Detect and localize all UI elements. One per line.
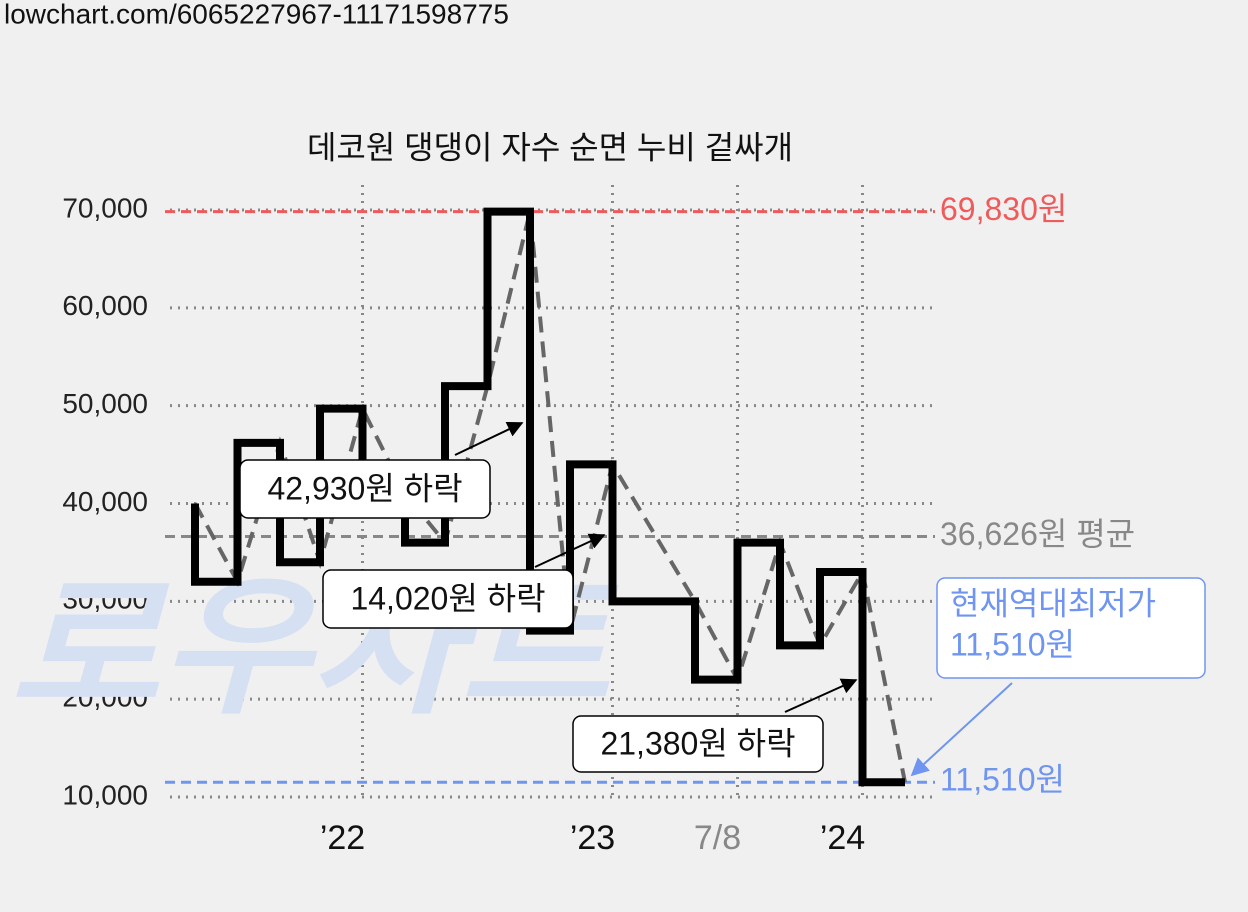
reference-label: 11,510원 bbox=[940, 762, 1065, 798]
reference-label: 69,830원 bbox=[940, 191, 1067, 227]
y-tick-label: 10,000 bbox=[62, 779, 148, 810]
callout-box bbox=[936, 577, 1206, 679]
y-tick-label: 40,000 bbox=[62, 486, 148, 517]
y-tick-label: 70,000 bbox=[62, 192, 148, 223]
x-tick-label: ’23 bbox=[570, 819, 615, 857]
callout-text: 11,510원 bbox=[950, 626, 1075, 662]
callout-text: 현재역대최저가 bbox=[950, 585, 1156, 621]
x-tick-label: 7/8 bbox=[694, 819, 741, 857]
annotation-text: 21,380원 하락 bbox=[600, 725, 795, 761]
price-step-line bbox=[191, 207, 905, 787]
annotation-box bbox=[239, 459, 491, 519]
chart-title: 데코원 댕댕이 자수 순면 누비 겉싸개 bbox=[307, 129, 793, 165]
reference-label: 36,626원 평균 bbox=[940, 516, 1135, 552]
annotation-text: 14,020원 하락 bbox=[350, 580, 545, 616]
annotation-box bbox=[572, 715, 824, 773]
y-tick-label: 20,000 bbox=[62, 682, 148, 713]
y-tick-label: 50,000 bbox=[62, 388, 148, 419]
annotation-text: 42,930원 하락 bbox=[267, 470, 462, 506]
url: lowchart.com/6065227967-11171598775 bbox=[4, 0, 509, 29]
x-tick-label: ’24 bbox=[820, 819, 865, 857]
x-tick-label: ’22 bbox=[320, 819, 365, 857]
annotation-box bbox=[322, 569, 574, 629]
callout-arrow bbox=[910, 682, 1013, 777]
annotation-arrow bbox=[454, 421, 524, 456]
annotation-arrow bbox=[784, 678, 858, 713]
y-tick-label: 30,000 bbox=[62, 584, 148, 615]
annotation-arrow bbox=[534, 533, 606, 568]
y-tick-label: 60,000 bbox=[62, 290, 148, 321]
